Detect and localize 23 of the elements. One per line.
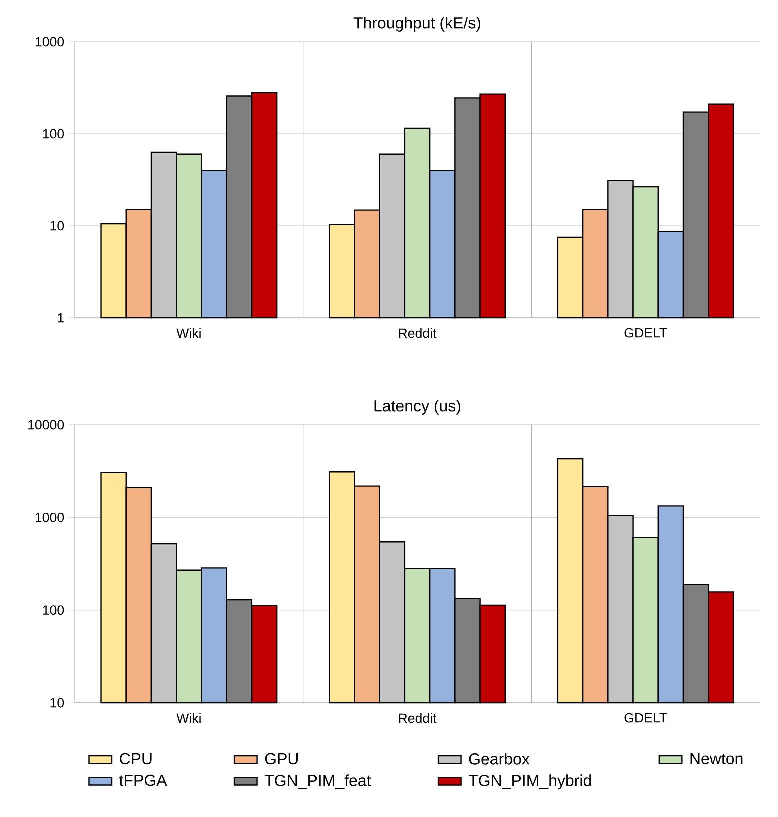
y-tick-label: 1 [58,313,64,323]
legend-label: tFPGA [120,774,168,786]
y-tick-label: 1000 [36,37,64,47]
y-tick-label: 10000 [28,420,64,430]
x-tick-label: Reddit [399,713,437,724]
y-tick-label: 10 [50,221,64,231]
legend-label: TGN_PIM_hybrid [468,774,592,790]
x-tick-label: GDELT [624,713,668,723]
x-tick-label: Reddit [399,328,437,338]
legend-label: TGN_PIM_feat [264,774,372,790]
y-tick-label: 100 [43,129,64,139]
x-tick-label: Wiki [176,713,201,724]
x-tick-label: Wiki [176,328,201,338]
chart-title: Latency (us) [374,400,460,415]
x-tick-label: GDELT [624,328,668,338]
y-tick-label: 10 [50,698,64,708]
legend-label: CPU [120,753,152,765]
legend-label: GPU [265,753,298,765]
y-tick-label: 100 [43,606,64,616]
legend-label: Gearbox [469,753,530,765]
legend-label: Newton [690,753,743,765]
y-tick-label: 1000 [36,512,64,522]
chart-title: Throughput (kE/s) [354,17,481,32]
